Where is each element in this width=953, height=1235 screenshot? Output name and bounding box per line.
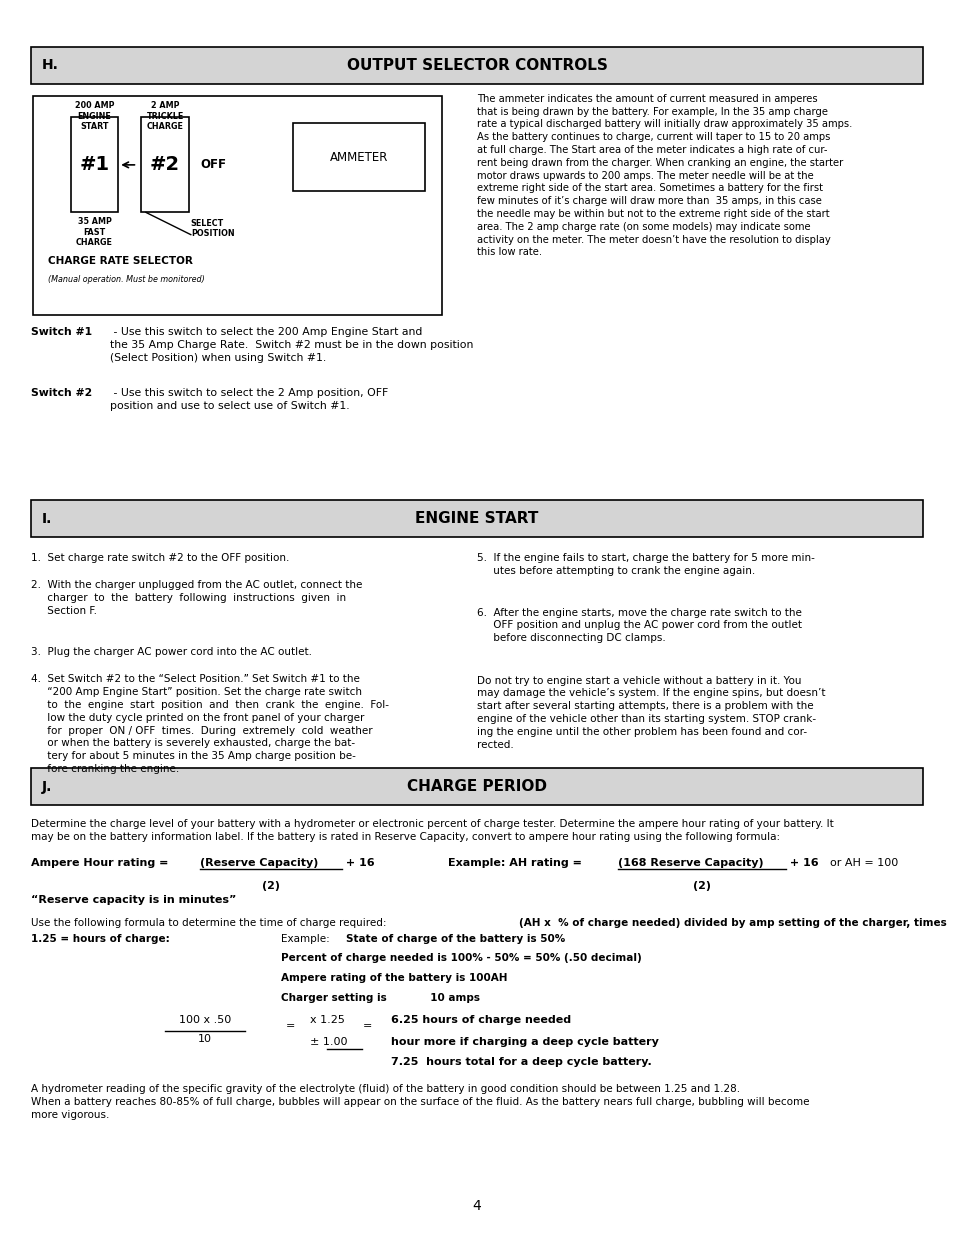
- Text: 2.  With the charger unplugged from the AC outlet, connect the
     charger  to : 2. With the charger unplugged from the A…: [30, 580, 361, 616]
- Text: #1: #1: [79, 156, 110, 174]
- Text: Ampere Hour rating =: Ampere Hour rating =: [30, 858, 172, 868]
- Text: CHARGE RATE SELECTOR: CHARGE RATE SELECTOR: [48, 256, 193, 266]
- Text: State of charge of the battery is 50%: State of charge of the battery is 50%: [346, 934, 565, 944]
- Text: ± 1.00: ± 1.00: [310, 1037, 347, 1047]
- Text: 6.25 hours of charge needed: 6.25 hours of charge needed: [391, 1015, 571, 1025]
- Text: CHARGE PERIOD: CHARGE PERIOD: [407, 779, 546, 794]
- Text: J.: J.: [42, 779, 52, 794]
- Text: 4: 4: [472, 1199, 481, 1213]
- Text: A hydrometer reading of the specific gravity of the electrolyte (fluid) of the b: A hydrometer reading of the specific gra…: [30, 1084, 808, 1120]
- Text: Percent of charge needed is 100% - 50% = 50% (.50 decimal): Percent of charge needed is 100% - 50% =…: [281, 953, 641, 963]
- Text: or AH = 100: or AH = 100: [829, 858, 898, 868]
- Text: (Manual operation. Must be monitored): (Manual operation. Must be monitored): [48, 275, 204, 284]
- Text: (Reserve Capacity): (Reserve Capacity): [200, 858, 318, 868]
- Text: 100 x .50: 100 x .50: [179, 1015, 231, 1025]
- Text: Example: AH rating =: Example: AH rating =: [448, 858, 585, 868]
- Text: I.: I.: [42, 511, 52, 526]
- Text: (2): (2): [693, 881, 710, 890]
- Text: Switch #1: Switch #1: [30, 327, 91, 337]
- Text: Do not try to engine start a vehicle without a battery in it. You
may damage the: Do not try to engine start a vehicle wit…: [476, 676, 824, 750]
- Text: 4.  Set Switch #2 to the “Select Position.” Set Switch #1 to the
     “200 Amp E: 4. Set Switch #2 to the “Select Position…: [30, 674, 388, 774]
- Text: =: =: [362, 1021, 372, 1031]
- Text: - Use this switch to select the 200 Amp Engine Start and
the 35 Amp Charge Rate.: - Use this switch to select the 200 Amp …: [110, 327, 473, 363]
- Text: (2): (2): [262, 881, 279, 890]
- Text: 3.  Plug the charger AC power cord into the AC outlet.: 3. Plug the charger AC power cord into t…: [30, 647, 312, 657]
- Text: hour more if charging a deep cycle battery: hour more if charging a deep cycle batte…: [391, 1037, 659, 1047]
- Bar: [141, 117, 189, 212]
- Text: Use the following formula to determine the time of charge required:: Use the following formula to determine t…: [30, 918, 389, 927]
- Text: OFF: OFF: [200, 158, 226, 172]
- Text: 35 AMP
FAST
CHARGE: 35 AMP FAST CHARGE: [76, 217, 112, 247]
- Text: 1.25 = hours of charge:: 1.25 = hours of charge:: [30, 934, 169, 944]
- Text: x 1.25: x 1.25: [310, 1015, 345, 1025]
- Bar: [30, 47, 923, 84]
- Text: The ammeter indicates the amount of current measured in amperes
that is being dr: The ammeter indicates the amount of curr…: [476, 94, 851, 257]
- Text: 1.  Set charge rate switch #2 to the OFF position.: 1. Set charge rate switch #2 to the OFF …: [30, 553, 289, 563]
- Text: Determine the charge level of your battery with a hydrometer or electronic perce: Determine the charge level of your batte…: [30, 819, 832, 841]
- Text: #2: #2: [150, 156, 180, 174]
- Bar: [33, 96, 441, 315]
- Bar: [71, 117, 118, 212]
- Text: + 16: + 16: [341, 858, 374, 868]
- Bar: [30, 768, 923, 805]
- Text: 5.  If the engine fails to start, charge the battery for 5 more min-
     utes b: 5. If the engine fails to start, charge …: [476, 553, 814, 576]
- Text: H.: H.: [42, 58, 59, 73]
- Text: (AH x  % of charge needed) divided by amp setting of the charger, times: (AH x % of charge needed) divided by amp…: [518, 918, 945, 927]
- Text: 6.  After the engine starts, move the charge rate switch to the
     OFF positio: 6. After the engine starts, move the cha…: [476, 608, 801, 643]
- Text: - Use this switch to select the 2 Amp position, OFF
position and use to select u: - Use this switch to select the 2 Amp po…: [110, 388, 388, 410]
- Text: AMMETER: AMMETER: [329, 151, 388, 164]
- Text: Charger setting is            10 amps: Charger setting is 10 amps: [281, 993, 480, 1003]
- Text: OUTPUT SELECTOR CONTROLS: OUTPUT SELECTOR CONTROLS: [346, 58, 607, 73]
- Text: 2 AMP
TRICKLE
CHARGE: 2 AMP TRICKLE CHARGE: [146, 101, 184, 131]
- Text: 7.25  hours total for a deep cycle battery.: 7.25 hours total for a deep cycle batter…: [391, 1057, 651, 1067]
- Text: Example:: Example:: [281, 934, 334, 944]
- Text: Switch #2: Switch #2: [30, 388, 91, 398]
- Text: (168 Reserve Capacity): (168 Reserve Capacity): [618, 858, 763, 868]
- Text: 10: 10: [198, 1034, 212, 1044]
- Bar: [293, 124, 424, 191]
- Text: “Reserve capacity is in minutes”: “Reserve capacity is in minutes”: [30, 895, 235, 905]
- Text: SELECT
POSITION: SELECT POSITION: [191, 219, 234, 238]
- Bar: [30, 500, 923, 537]
- Text: 200 AMP
ENGINE
START: 200 AMP ENGINE START: [74, 101, 114, 131]
- Text: =: =: [286, 1021, 295, 1031]
- Text: Ampere rating of the battery is 100AH: Ampere rating of the battery is 100AH: [281, 973, 507, 983]
- Text: ENGINE START: ENGINE START: [415, 511, 538, 526]
- Text: + 16: + 16: [785, 858, 818, 868]
